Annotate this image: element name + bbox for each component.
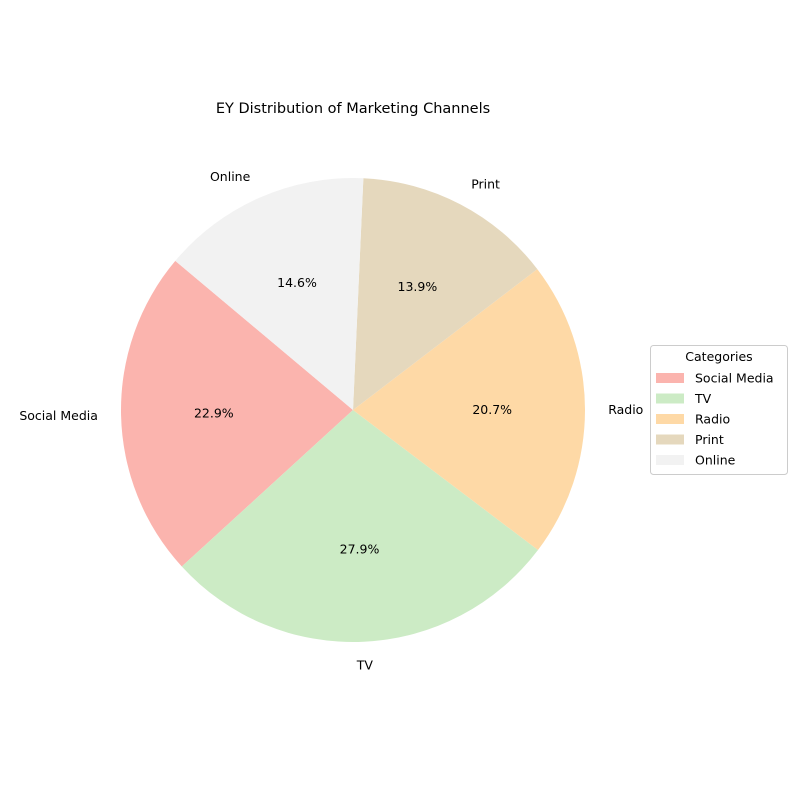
legend-swatch-print xyxy=(656,434,684,445)
pie-slice-print xyxy=(353,178,538,410)
pie-slice-radio xyxy=(353,269,585,551)
pie-slice-tv xyxy=(181,410,538,642)
slice-labels: Social Media TV Radio Print Online xyxy=(19,169,643,673)
chart-title: EY Distribution of Marketing Channels xyxy=(216,101,490,117)
legend-label-online: Online xyxy=(695,453,736,468)
legend-frame xyxy=(650,345,788,475)
pie-slice-social-media xyxy=(120,260,353,567)
slice-label-print: Print xyxy=(471,176,500,191)
percent-label-radio: 20.7% xyxy=(472,402,512,417)
legend-label-radio: Radio xyxy=(695,412,730,427)
legend-label-tv: TV xyxy=(694,391,712,406)
legend-swatch-social-media xyxy=(656,373,684,383)
legend-entries: Social Media TV Radio Print Online xyxy=(656,371,774,468)
legend-label-print: Print xyxy=(695,432,724,447)
slice-label-online: Online xyxy=(210,169,251,184)
slice-label-tv: TV xyxy=(356,657,374,672)
percent-labels: 22.9% 27.9% 20.7% 13.9% 14.6% xyxy=(194,275,512,556)
pie-slice-online xyxy=(175,177,364,410)
legend-swatch-online xyxy=(656,455,684,465)
pie-slices xyxy=(120,177,585,642)
legend-label-social-media: Social Media xyxy=(695,371,774,386)
legend-swatch-radio xyxy=(656,414,684,424)
slice-label-social-media: Social Media xyxy=(19,408,98,423)
legend: Categories Social Media TV Radio Print Onlin… xyxy=(650,345,788,475)
percent-label-print: 13.9% xyxy=(398,279,438,294)
slice-label-radio: Radio xyxy=(608,402,643,417)
percent-label-online: 14.6% xyxy=(277,275,317,290)
legend-title: Categories xyxy=(685,349,752,364)
legend-swatch-tv xyxy=(656,393,684,404)
percent-label-social-media: 22.9% xyxy=(194,406,234,421)
percent-label-tv: 27.9% xyxy=(340,542,380,557)
